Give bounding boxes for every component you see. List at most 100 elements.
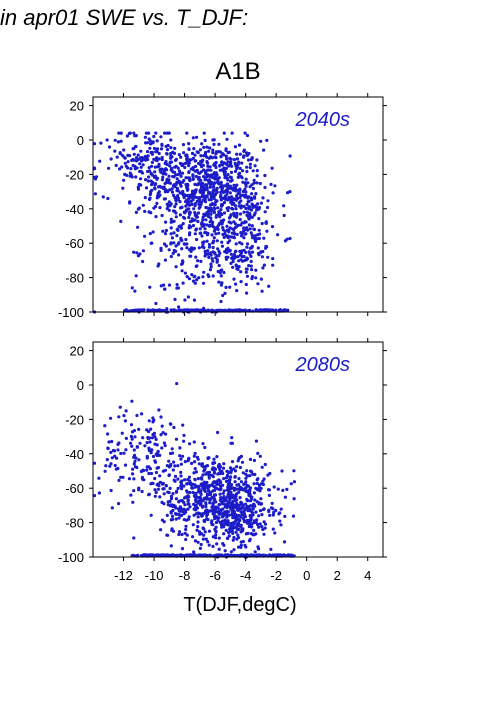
data-point xyxy=(233,145,237,149)
data-point xyxy=(240,242,244,246)
data-point xyxy=(109,416,113,420)
data-point xyxy=(211,176,215,180)
data-point xyxy=(257,547,261,551)
data-point xyxy=(200,514,204,518)
data-point xyxy=(164,172,168,176)
data-point xyxy=(132,152,136,156)
data-point xyxy=(250,202,254,206)
data-point xyxy=(210,202,214,206)
data-point xyxy=(192,440,196,444)
data-point xyxy=(183,298,187,302)
data-point xyxy=(202,246,206,250)
data-point xyxy=(256,282,260,286)
data-point xyxy=(237,483,241,487)
data-point xyxy=(130,444,134,448)
data-point xyxy=(270,308,274,312)
data-point xyxy=(155,139,159,143)
data-point xyxy=(140,554,144,558)
data-point xyxy=(213,155,217,159)
y-tick-label: -80 xyxy=(65,271,84,286)
data-point xyxy=(200,484,204,488)
data-point xyxy=(171,529,176,533)
data-point xyxy=(209,509,213,513)
data-point xyxy=(171,517,175,522)
data-point xyxy=(151,553,155,557)
data-point xyxy=(213,497,217,501)
data-point xyxy=(236,192,240,196)
data-point xyxy=(148,146,152,150)
data-point xyxy=(231,202,235,206)
data-point xyxy=(193,218,197,222)
data-point xyxy=(217,263,221,268)
data-point xyxy=(224,479,229,483)
data-point xyxy=(107,440,111,444)
data-point xyxy=(212,457,216,461)
data-point xyxy=(234,242,238,246)
data-point xyxy=(235,465,239,469)
data-point xyxy=(117,478,121,482)
data-point xyxy=(176,242,180,246)
data-point xyxy=(177,500,181,504)
data-point xyxy=(194,164,198,168)
data-point xyxy=(141,259,145,264)
data-point xyxy=(208,146,212,150)
data-point xyxy=(206,231,210,235)
data-point xyxy=(239,199,243,203)
data-point xyxy=(273,184,277,188)
data-point xyxy=(195,237,199,242)
data-point xyxy=(152,431,157,435)
data-point xyxy=(199,170,203,174)
data-point xyxy=(184,537,188,542)
data-point xyxy=(240,527,244,531)
data-point xyxy=(283,308,287,312)
data-point xyxy=(186,194,190,198)
x-tick-label: -2 xyxy=(270,568,282,583)
data-point xyxy=(217,280,221,284)
data-point xyxy=(109,450,113,454)
data-point xyxy=(143,135,147,139)
data-point xyxy=(224,476,229,480)
data-point xyxy=(133,435,137,439)
data-point xyxy=(208,173,213,177)
data-point xyxy=(238,217,242,222)
data-point xyxy=(247,199,251,203)
data-point xyxy=(168,164,172,168)
data-point xyxy=(216,464,221,468)
data-point xyxy=(245,291,249,295)
data-point xyxy=(204,218,208,222)
data-point xyxy=(211,190,215,194)
data-point xyxy=(207,274,211,279)
data-point xyxy=(154,301,158,306)
data-point xyxy=(146,436,150,440)
data-point xyxy=(207,529,212,533)
data-point xyxy=(145,150,150,154)
data-point xyxy=(149,513,153,517)
data-point xyxy=(192,275,196,279)
data-point xyxy=(226,246,230,250)
data-point xyxy=(178,200,182,204)
data-point xyxy=(196,490,200,494)
data-point xyxy=(172,231,176,235)
data-point xyxy=(200,234,204,238)
data-point xyxy=(111,448,115,453)
data-point xyxy=(174,265,178,269)
data-point xyxy=(116,140,120,144)
data-point xyxy=(189,193,193,197)
data-point xyxy=(174,497,178,501)
data-point xyxy=(252,491,256,495)
data-point xyxy=(192,193,196,197)
data-point xyxy=(201,499,205,503)
data-point xyxy=(241,259,245,263)
data-point xyxy=(207,149,211,153)
data-point xyxy=(227,534,231,538)
data-point xyxy=(209,262,213,266)
data-point xyxy=(207,181,211,185)
data-point xyxy=(194,491,198,496)
data-point xyxy=(239,510,243,514)
data-point xyxy=(191,174,195,178)
data-point xyxy=(230,529,234,533)
data-point xyxy=(183,496,187,500)
data-point xyxy=(255,481,259,486)
data-point xyxy=(187,170,191,175)
data-point xyxy=(206,252,210,256)
